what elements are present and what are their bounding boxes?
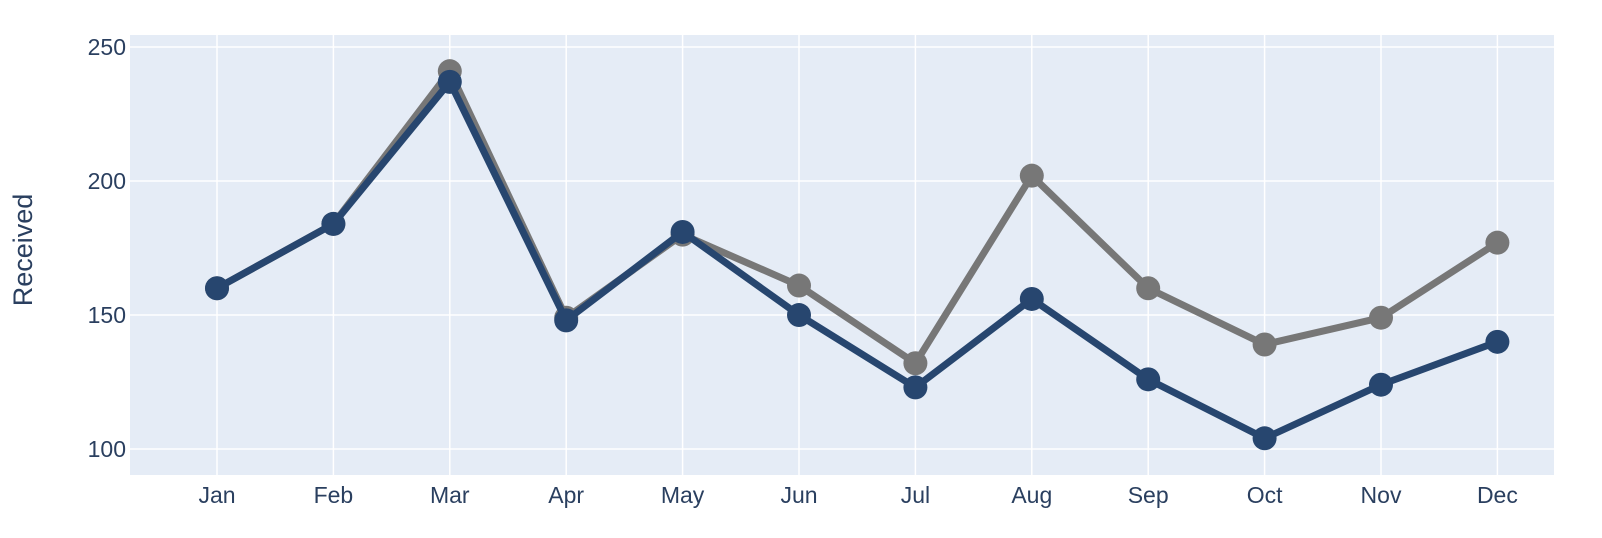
series-2	[205, 69, 1510, 451]
data-point[interactable]	[321, 211, 346, 236]
x-tick-label: Dec	[1477, 482, 1518, 508]
data-point[interactable]	[903, 351, 928, 376]
data-point[interactable]	[1369, 305, 1393, 330]
data-point[interactable]	[205, 276, 229, 301]
x-tick-label: Jun	[780, 482, 817, 508]
series-line	[213, 67, 1501, 367]
x-tick-label: Sep	[1128, 482, 1169, 508]
x-tick-label: Nov	[1361, 482, 1402, 508]
data-point[interactable]	[554, 308, 579, 333]
data-point[interactable]	[1136, 367, 1161, 392]
data-point[interactable]	[903, 375, 928, 400]
series-line	[213, 78, 1501, 442]
data-point[interactable]	[1019, 163, 1044, 188]
x-tick-label: Jan	[198, 482, 235, 508]
x-tick-label: May	[661, 482, 705, 508]
data-point[interactable]	[670, 219, 695, 244]
y-tick-label: 250	[88, 34, 126, 60]
data-point[interactable]	[787, 273, 811, 298]
y-tick-label: 100	[88, 436, 126, 462]
data-point[interactable]	[1136, 276, 1161, 301]
data-point[interactable]	[1485, 329, 1510, 354]
data-point[interactable]	[1252, 426, 1277, 451]
y-tick-label: 200	[88, 168, 126, 194]
y-tick-label: 150	[88, 302, 126, 328]
data-point[interactable]	[1019, 286, 1044, 311]
x-tick-label: Feb	[314, 482, 354, 508]
data-point[interactable]	[1485, 230, 1510, 255]
y-axis-title: Received	[8, 194, 38, 307]
tick-labels: 100 150 200 250 Jan Feb Mar Apr May Jun Jul Aug Sep O…	[88, 34, 1518, 508]
x-tick-label: Jul	[901, 482, 930, 508]
data-point[interactable]	[1369, 372, 1393, 397]
plot-area	[130, 35, 1554, 475]
data-point[interactable]	[1252, 332, 1277, 357]
x-tick-label: Oct	[1247, 482, 1283, 508]
x-tick-label: Apr	[548, 482, 584, 508]
series-lines	[205, 59, 1510, 451]
x-tick-label: Aug	[1011, 482, 1052, 508]
data-point[interactable]	[437, 69, 462, 94]
x-tick-label: Mar	[430, 482, 470, 508]
data-point[interactable]	[787, 303, 811, 328]
